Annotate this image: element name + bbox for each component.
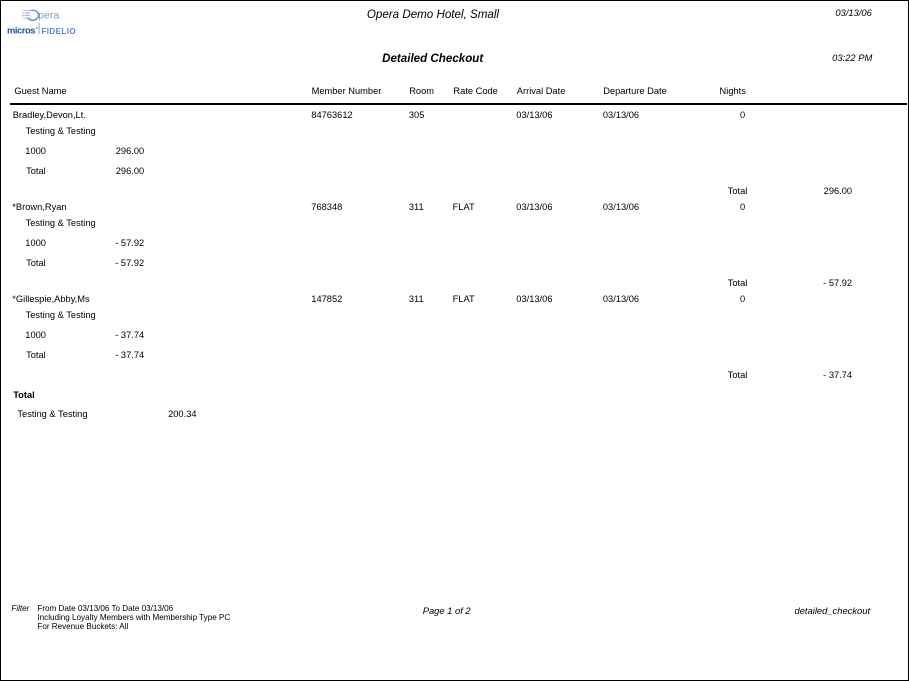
svg-text:FIDELIO: FIDELIO [41,27,76,34]
svg-text:pera: pera [38,9,59,21]
svg-text:micros: micros [7,24,35,34]
